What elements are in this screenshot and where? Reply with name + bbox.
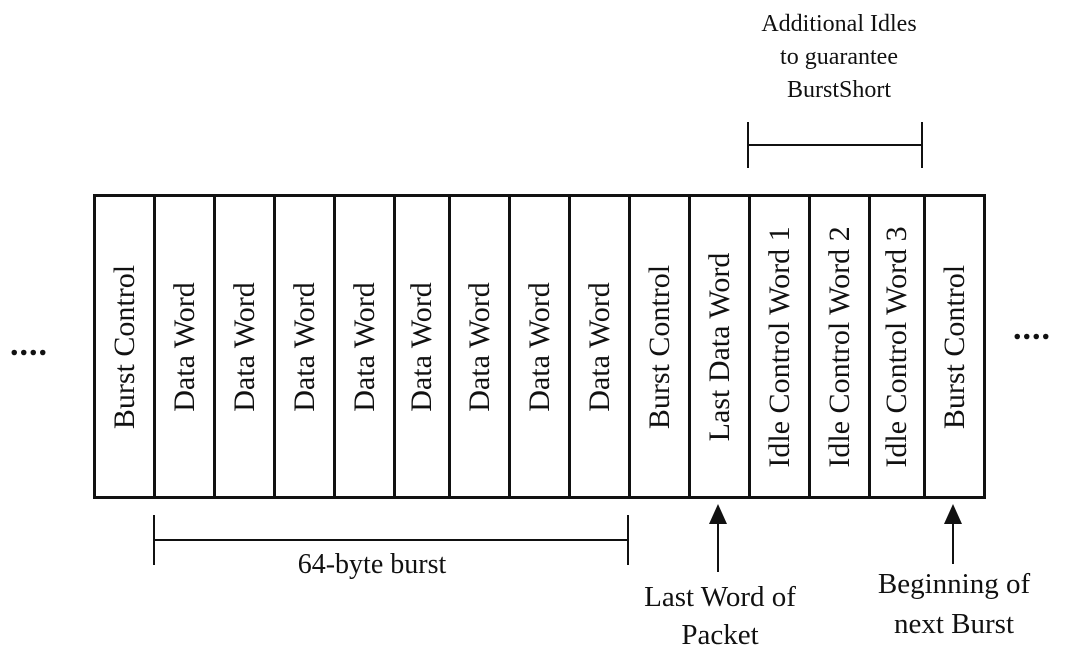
word-cell: Data Word [273, 194, 336, 499]
word-cell: Data Word [213, 194, 276, 499]
word-cell: Data Word [448, 194, 511, 499]
word-cell: Idle Control Word 2 [808, 194, 871, 499]
last-word-caption: Last Word of Packet [620, 578, 820, 654]
next-burst-line2: next Burst [893, 608, 1015, 640]
word-cell: Data Word [393, 194, 451, 499]
word-cell: Data Word [333, 194, 396, 499]
word-cell: Burst Control [628, 194, 691, 499]
word-cell-label: Idle Control Word 1 [762, 225, 796, 468]
burst-bracket [153, 515, 629, 567]
word-cell-label: Data Word [462, 281, 496, 412]
next-burst-line1: Beginning of [877, 568, 1031, 600]
word-cell-label: Data Word [227, 281, 261, 412]
word-cell: Idle Control Word 3 [868, 194, 926, 499]
word-cell: Burst Control [923, 194, 986, 499]
last-word-line1: Last Word of [644, 581, 796, 613]
last-word-line2: Packet [681, 619, 759, 651]
word-cell-label: Last Data Word [702, 252, 736, 441]
burst-caption: 64-byte burst [297, 549, 447, 580]
word-cell-label: Burst Control [107, 264, 141, 429]
additional-idles-line1: Additional Idles [761, 11, 917, 37]
word-cell: Data Word [568, 194, 631, 499]
word-cell-label: Idle Control Word 2 [822, 225, 856, 468]
word-cell-label: Data Word [405, 281, 438, 412]
word-cell-label: Data Word [167, 281, 201, 412]
additional-idles-caption: Additional Idles to guarantee BurstShort [739, 8, 939, 107]
word-cell: Data Word [508, 194, 571, 499]
word-cell: Data Word [153, 194, 216, 499]
next-burst-caption: Beginning of next Burst [849, 564, 1059, 644]
ellipsis-right: .... [1013, 310, 1051, 347]
word-cell: Burst Control [93, 194, 156, 499]
word-cell: Idle Control Word 1 [748, 194, 811, 499]
ellipsis-left: .... [10, 326, 48, 363]
word-cell-label: Data Word [347, 281, 381, 412]
word-cell: Last Data Word [688, 194, 751, 499]
word-cell-label: Burst Control [937, 264, 971, 429]
word-cell-label: Data Word [522, 281, 556, 412]
additional-idles-line3: BurstShort [786, 77, 891, 103]
word-cell-label: Data Word [582, 281, 616, 412]
word-cell-label: Burst Control [642, 264, 676, 429]
additional-idles-line2: to guarantee [780, 44, 898, 70]
word-cell-label: Idle Control Word 3 [880, 225, 913, 468]
idles-bracket [747, 122, 923, 170]
word-cell-label: Data Word [287, 281, 321, 412]
